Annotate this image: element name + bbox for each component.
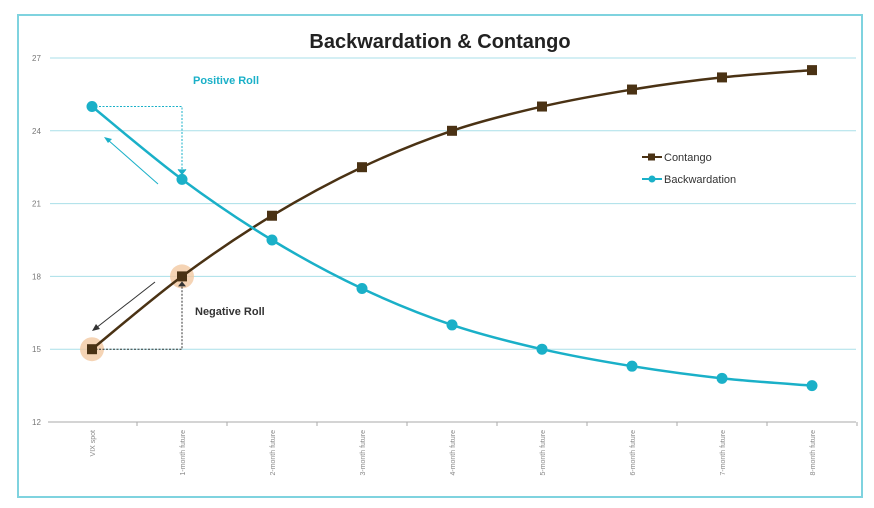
arrow-head-icon xyxy=(178,281,186,287)
chart-frame xyxy=(17,14,863,498)
data-point-contango xyxy=(537,101,547,112)
x-tick-label: VIX spot xyxy=(90,430,97,457)
y-tick-label: 27 xyxy=(32,54,41,63)
positive-roll-bracket xyxy=(92,106,183,172)
data-point-backwardation xyxy=(626,360,638,372)
data-point-backwardation xyxy=(806,380,818,392)
x-tick-label: 3-month future xyxy=(360,430,367,476)
x-tick-label: 4-month future xyxy=(450,430,457,476)
x-tick-label: 6-month future xyxy=(630,430,637,476)
arrow-head-icon xyxy=(92,324,100,331)
roll-direction-arrow xyxy=(107,139,159,185)
legend-label: Contango xyxy=(664,152,712,164)
negative-roll-label: Negative Roll xyxy=(195,306,265,318)
data-point-contango xyxy=(807,65,817,76)
legend-label: Backwardation xyxy=(664,174,736,186)
y-tick-label: 15 xyxy=(32,345,41,354)
arrow-head-icon xyxy=(104,137,112,143)
data-point-backwardation xyxy=(356,283,368,295)
data-point-contango xyxy=(267,210,277,221)
legend-marker xyxy=(648,153,655,161)
data-point-backwardation xyxy=(446,319,458,331)
positive-roll-label: Positive Roll xyxy=(193,75,259,87)
x-tick-label: 2-month future xyxy=(270,430,277,476)
data-point-backwardation xyxy=(536,343,548,355)
data-point-backwardation xyxy=(266,234,278,246)
data-point-contango xyxy=(627,84,637,95)
x-tick-label: 7-month future xyxy=(720,430,727,476)
data-point-backwardation xyxy=(176,173,188,185)
roll-direction-arrow xyxy=(95,281,156,329)
x-tick-label: 8-month future xyxy=(810,430,817,476)
x-tick-label: 1-month future xyxy=(180,430,187,476)
chart-title: Backwardation & Contango xyxy=(309,31,570,53)
data-point-contango xyxy=(177,271,187,282)
data-point-contango xyxy=(717,72,727,83)
y-tick-label: 21 xyxy=(32,200,41,209)
y-tick-label: 18 xyxy=(32,272,41,281)
data-point-contango xyxy=(87,344,97,355)
y-tick-label: 24 xyxy=(32,127,41,136)
x-tick-label: 5-month future xyxy=(540,430,547,476)
data-point-backwardation xyxy=(86,101,98,113)
data-point-contango xyxy=(357,162,367,173)
y-tick-label: 12 xyxy=(32,418,41,427)
legend-marker xyxy=(648,175,656,183)
negative-roll-bracket xyxy=(92,284,183,350)
data-point-backwardation xyxy=(716,372,728,384)
data-point-contango xyxy=(447,125,457,136)
